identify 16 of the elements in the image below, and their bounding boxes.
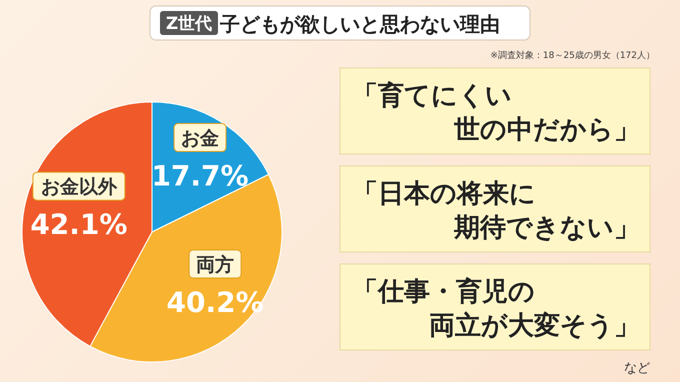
data-label: 40.2% (166, 286, 264, 320)
data-label: 42.1% (30, 208, 128, 242)
slice-label: お金 (181, 128, 220, 150)
note: 「日本の将来に 期待できない」 (340, 166, 650, 252)
note: 「仕事・育児の 両立が大変そう」 (340, 264, 650, 350)
text: ※調査対象：18～25歳の男女（172人） (490, 50, 655, 61)
text: など (624, 361, 650, 376)
label: お金以外 42.1% (30, 172, 128, 242)
label: お金 17.7% (151, 123, 249, 193)
title: Z世代 子どもが欲しいと思わない理由 (150, 6, 530, 40)
slice-label: 両方 (196, 254, 234, 276)
chart-subtitle: Z世代 (166, 14, 212, 34)
data-label: 17.7% (151, 160, 249, 193)
note: 「育てにくい 世の中だから」 (340, 68, 650, 154)
label: 両方 40.2% (166, 250, 264, 320)
slice-label: お金以外 (40, 176, 118, 198)
